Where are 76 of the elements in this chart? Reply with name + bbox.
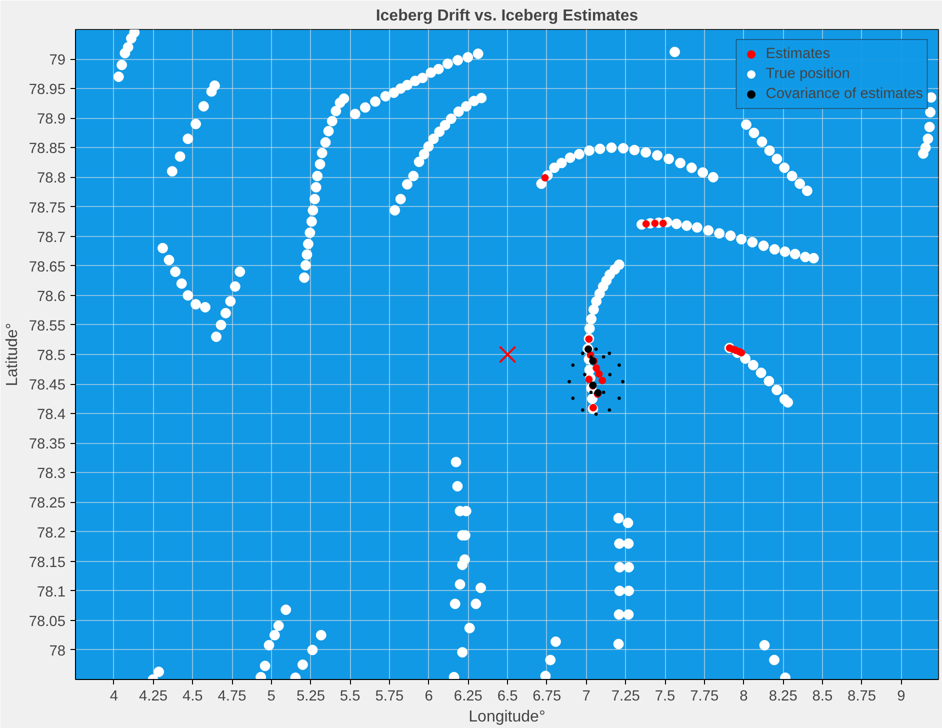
- x-tick-label: 8: [740, 688, 748, 704]
- x-tick-label: 6.25: [454, 688, 482, 704]
- y-tick-label: 78.6: [36, 288, 66, 305]
- x-tick-label: 4.25: [139, 688, 168, 704]
- y-tick-label: 78.8: [36, 170, 66, 187]
- x-tick-label: 6.75: [532, 688, 562, 704]
- point: [568, 380, 572, 384]
- x-tick-label: 9: [897, 688, 906, 704]
- y-tick-label: 78.1: [36, 584, 66, 600]
- x-tick-label: 6: [424, 688, 433, 704]
- x-tick-label: 7.5: [654, 688, 676, 704]
- point: [617, 363, 621, 367]
- y-tick-label: 78.55: [28, 318, 66, 334]
- y-tick-label: 78.7: [36, 230, 66, 246]
- x-tick-label: 7: [582, 688, 590, 704]
- x-tick-label: 5.75: [375, 688, 404, 704]
- point: [580, 408, 584, 412]
- point: [589, 390, 593, 394]
- y-tick-label: 78.25: [28, 496, 66, 512]
- x-tick-label: 7.25: [611, 688, 640, 704]
- point: [617, 396, 621, 400]
- x-tick-label: 5.25: [296, 688, 326, 704]
- point: [585, 376, 593, 384]
- y-tick-label: 78.35: [28, 436, 66, 453]
- y-tick-label: 78.45: [28, 378, 66, 394]
- point: [594, 412, 598, 416]
- y-axis-title: Latitude°: [4, 322, 21, 386]
- point: [608, 352, 612, 356]
- point: [659, 220, 667, 228]
- point: [589, 404, 597, 412]
- point: [580, 352, 584, 356]
- x-tick-label: 7.75: [690, 688, 719, 704]
- point: [498, 346, 516, 364]
- point: [592, 364, 600, 372]
- y-tick-label: 78.9: [36, 112, 66, 128]
- point: [602, 390, 606, 394]
- y-tick-label: 78.85: [28, 141, 66, 158]
- y-tick-label: 78.05: [28, 614, 66, 630]
- point: [571, 363, 575, 367]
- y-tick-label: 78.95: [28, 82, 66, 98]
- x-tick-label: 8.5: [812, 688, 833, 704]
- point: [582, 372, 586, 376]
- point: [608, 408, 612, 412]
- y-tick-label: 78.75: [28, 200, 66, 216]
- y-tick-label: 78.4: [36, 407, 66, 424]
- point: [651, 220, 659, 228]
- point: [642, 220, 650, 228]
- y-tick-label: 78.5: [36, 348, 66, 364]
- x-tick-label: 8.25: [768, 688, 798, 704]
- point: [602, 355, 606, 359]
- y-tick-label: 78.3: [36, 466, 66, 482]
- y-tick-label: 78.65: [28, 259, 66, 276]
- point: [571, 396, 575, 400]
- legend-label: Estimates: [766, 46, 830, 62]
- legend-label: Covariance of estimates: [766, 86, 923, 102]
- y-tick-label: 78: [49, 643, 66, 660]
- x-tick-label: 6.5: [497, 688, 518, 704]
- point: [621, 380, 625, 384]
- legend-label: True position: [766, 66, 850, 82]
- point: [738, 348, 746, 356]
- x-tick-label: 8.75: [848, 688, 876, 704]
- point: [541, 174, 549, 182]
- x-axis-title: Longitude°: [468, 708, 546, 726]
- x-tick-label: 4: [110, 688, 118, 704]
- y-tick-label: 78.15: [28, 554, 66, 571]
- point: [594, 347, 598, 351]
- chart-title: Iceberg Drift vs. Iceberg Estimates: [376, 8, 638, 24]
- x-tick-label: 4.75: [218, 688, 246, 704]
- point: [608, 372, 612, 376]
- x-tick-label: 4.5: [182, 688, 203, 704]
- y-tick-label: 79: [49, 52, 66, 69]
- x-tick-label: 5.5: [340, 688, 360, 704]
- point: [595, 370, 603, 378]
- point: [598, 376, 606, 384]
- y-tick-label: 78.2: [36, 525, 66, 542]
- x-tick-label: 5: [267, 688, 276, 704]
